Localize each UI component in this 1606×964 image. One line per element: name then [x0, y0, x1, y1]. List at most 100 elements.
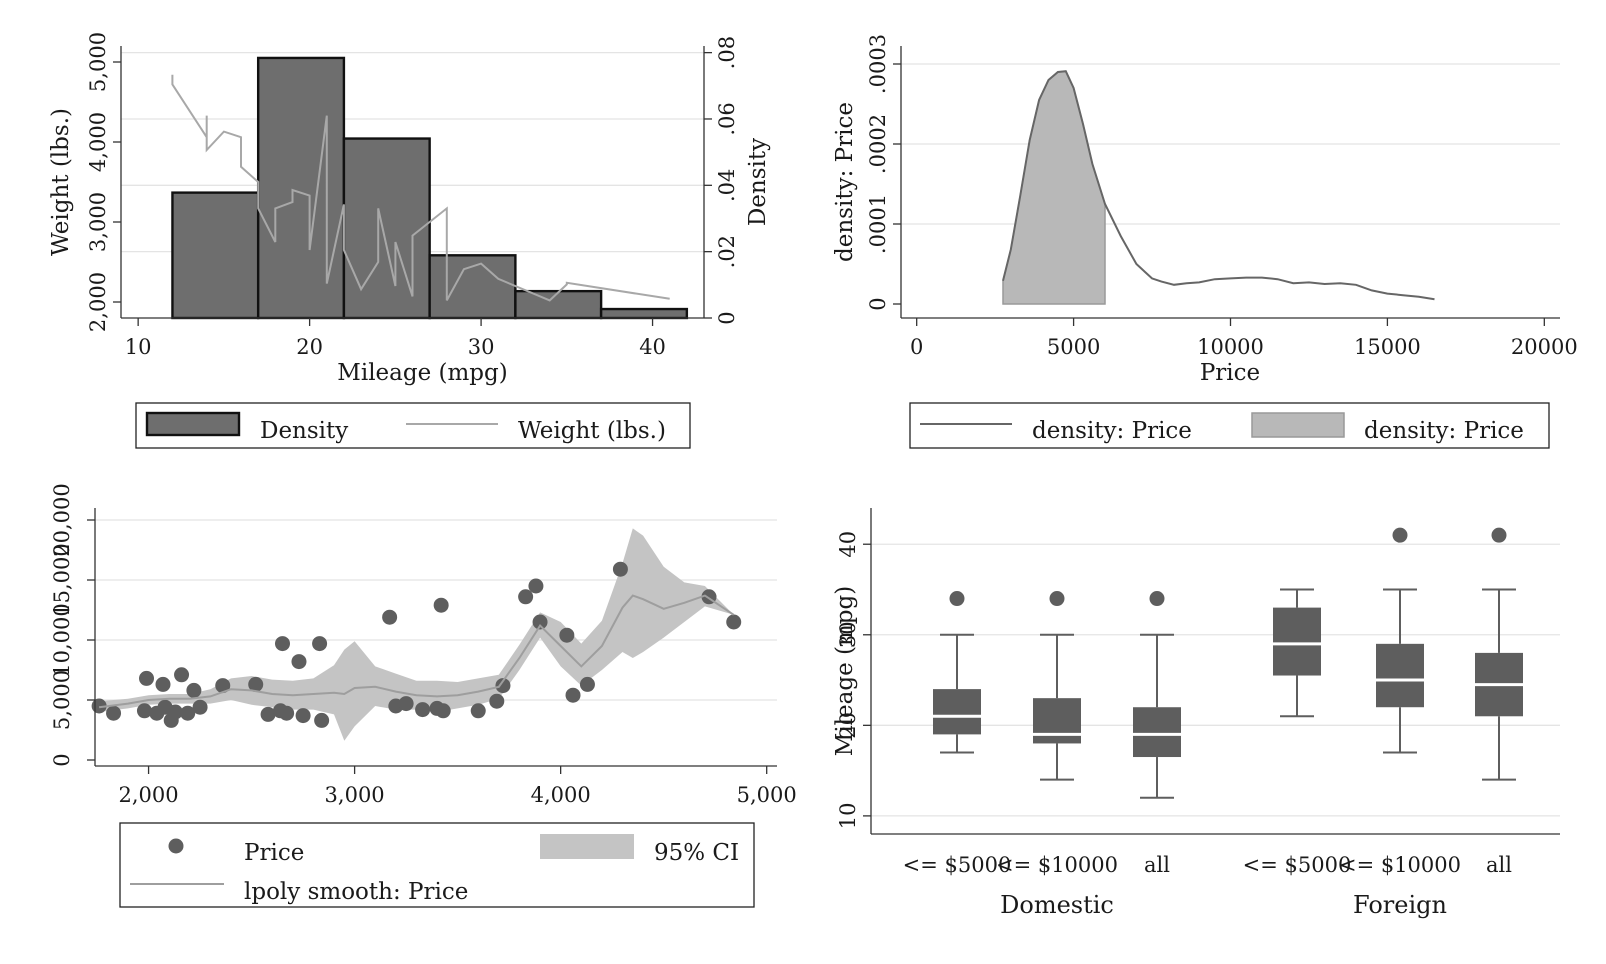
category-label: <= $10000 [996, 853, 1118, 877]
panel-scatter: 2,000 3,000 4,000 5,00005,00010,00015,00020… [50, 483, 797, 908]
density-area [1002, 70, 1106, 305]
price-point [435, 703, 451, 719]
legend [909, 402, 1550, 449]
price-point [279, 705, 295, 721]
box-body [933, 689, 981, 735]
y-tick-label: 10 [836, 803, 860, 830]
y-tick-label-right: .08 [715, 36, 739, 69]
outlier-point [1049, 591, 1065, 607]
box-body [1273, 607, 1321, 676]
x-tick-label: 20000 [1511, 335, 1578, 359]
price-point [398, 696, 414, 712]
y-axis-title-left: Weight (lbs.) [48, 108, 74, 256]
x-tick-label: 10 [125, 335, 152, 359]
x-tick-label: 3,000 [325, 783, 385, 807]
x-tick-label: 0 [910, 335, 923, 359]
price-point [215, 678, 231, 694]
legend-label: 95% CI [654, 840, 739, 866]
weight-line [171, 74, 670, 302]
panel-boxplot: <= $5000<= $10000 all <= $5000<= $10000 all… [832, 508, 1560, 919]
y-tick-label: 0 [866, 297, 890, 310]
price-point [192, 699, 208, 715]
x-tick-label: 15000 [1354, 335, 1421, 359]
price-point [726, 614, 742, 630]
price-point [528, 578, 544, 594]
price-point [579, 676, 595, 692]
price-point [382, 609, 398, 625]
x-tick-label: 5,000 [737, 783, 797, 807]
box-body [1133, 707, 1181, 758]
histogram-bar [599, 307, 689, 320]
price-point [565, 687, 581, 703]
x-axis-title: Mileage (mpg) [337, 360, 507, 386]
group-label: Foreign [1353, 891, 1447, 919]
x-tick-label: 20 [296, 335, 323, 359]
box [933, 591, 981, 754]
legend-swatch-area [540, 834, 634, 859]
legend [119, 822, 755, 908]
category-label: <= $5000 [903, 853, 1012, 877]
price-point [155, 676, 171, 692]
y-tick-label: 20,000 [50, 483, 74, 556]
price-point [260, 706, 276, 722]
y-tick-label: 15,000 [50, 543, 74, 616]
y-tick-label: 30 [836, 621, 860, 648]
price-point [532, 614, 548, 630]
legend-label: lpoly smooth: Price [244, 879, 468, 905]
price-point [489, 693, 505, 709]
histogram-bar [514, 289, 603, 320]
category-label: <= $5000 [1243, 853, 1352, 877]
legend-label: Density [260, 418, 348, 444]
x-tick-label: 4,000 [531, 783, 591, 807]
y-tick-label: .0002 [866, 114, 890, 174]
price-point [180, 705, 196, 721]
box [1475, 527, 1523, 781]
price-point [612, 561, 628, 577]
price-point [295, 708, 311, 724]
y-tick-label: .0003 [866, 34, 890, 94]
price-point [174, 667, 190, 683]
histogram-bar [428, 254, 517, 320]
histogram-bar [256, 56, 346, 320]
box [1376, 527, 1424, 754]
outlier-point [949, 591, 965, 607]
legend-label: density: Price [1364, 418, 1524, 444]
legend-label: Weight (lbs.) [518, 418, 666, 444]
box [1133, 591, 1181, 799]
histogram-bar [342, 137, 431, 320]
price-point [495, 678, 511, 694]
price-point [470, 703, 486, 719]
y-tick-label: 5,000 [50, 670, 74, 730]
price-point [139, 670, 155, 686]
y-axis-title: density: Price [832, 102, 858, 262]
category-label: <= $10000 [1339, 853, 1461, 877]
outlier-point [1491, 527, 1507, 543]
x-tick-label: 10000 [1197, 335, 1264, 359]
outlier-point [1392, 527, 1408, 543]
y-tick-label-left: 3,000 [86, 192, 110, 252]
y-tick-label: 0 [50, 753, 74, 766]
price-point [186, 682, 202, 698]
y-tick-label-right: 0 [715, 311, 739, 324]
price-point [136, 703, 152, 719]
price-point [518, 589, 534, 605]
y-tick-label-left: 2,000 [86, 272, 110, 332]
legend-label: Price [244, 840, 304, 866]
y-axis-title-right: Density [745, 138, 771, 226]
legend-swatch-point [168, 838, 184, 854]
legend-label: density: Price [1032, 418, 1192, 444]
y-tick-label-right: .04 [715, 169, 739, 202]
price-point [106, 705, 122, 721]
x-tick-label: 30 [468, 335, 495, 359]
box-body [1033, 698, 1081, 744]
price-point [274, 636, 290, 652]
panel-histogram: 10 20 30 40 2,000 3,000 4,000 5,000 0 .02 .04 .06 .0… [48, 32, 771, 449]
histogram-bar [171, 191, 260, 320]
box [1033, 591, 1081, 781]
y-tick-label-right: .06 [715, 102, 739, 135]
density-line [1002, 70, 1435, 301]
price-point [433, 597, 449, 613]
outlier-point [1149, 591, 1165, 607]
y-tick-label-left: 5,000 [86, 32, 110, 92]
